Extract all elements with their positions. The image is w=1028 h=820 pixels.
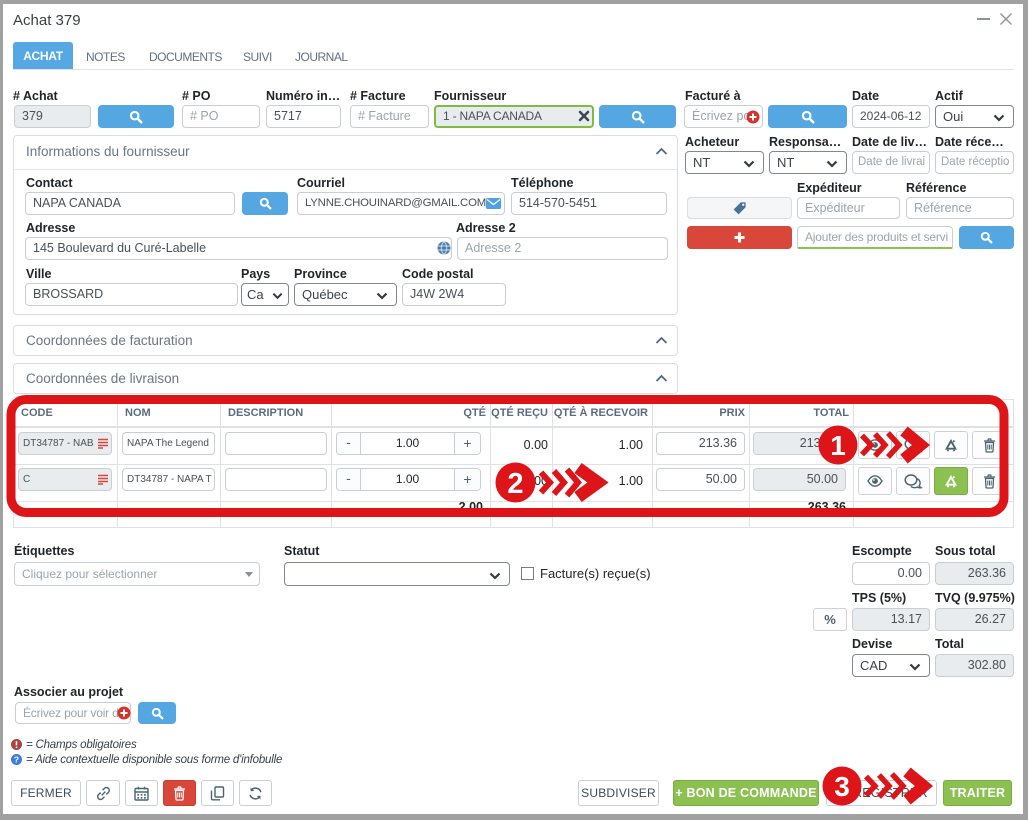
svg-text:3: 3 <box>834 771 850 802</box>
svg-text:1: 1 <box>830 430 846 461</box>
svg-text:2: 2 <box>507 468 523 500</box>
svg-text:?: ? <box>14 754 19 764</box>
